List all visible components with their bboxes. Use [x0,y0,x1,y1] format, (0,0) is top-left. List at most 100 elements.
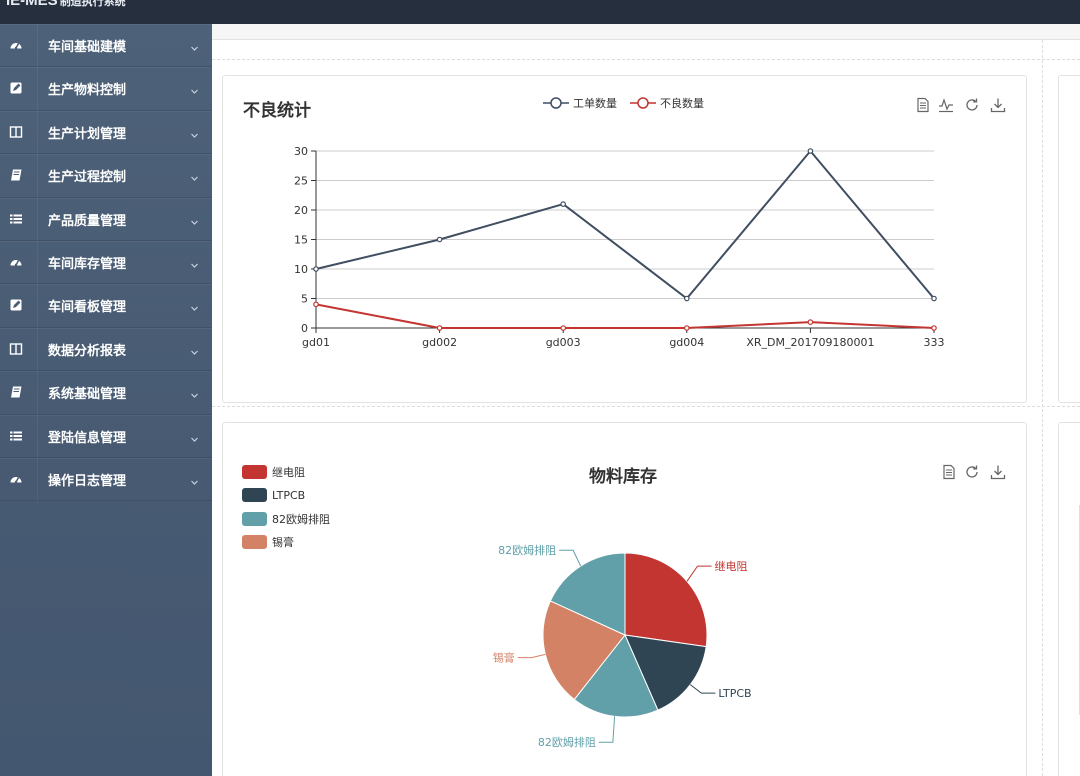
legend-swatch [242,464,267,479]
dashboard-icon [9,255,23,269]
chart-legend: 工单数量 不良数量 [543,96,704,110]
pie-slice[interactable] [624,552,708,648]
legend-marker [637,97,649,109]
book-icon [9,385,23,399]
data-point[interactable] [313,301,319,308]
divider [212,406,1080,407]
divider [1042,40,1043,776]
data-view-icon[interactable] [941,464,957,480]
chevron-down-icon[interactable] [190,81,199,95]
sidebar-item-3[interactable]: 生产计划管理 [0,111,212,155]
chevron-down-icon[interactable] [190,342,199,355]
legend-item[interactable]: 锡膏 [242,531,330,555]
sidebar-item-2[interactable]: 生产物料控制 [0,67,212,111]
line-chart: 工单数量 不良数量 0 5 10 15 20 25 30 gd01 gd002 gd003 gd004 X… [294,96,945,349]
pie-label: 82欧姆排阻 [498,543,556,557]
legend-label: 工单数量 [573,97,617,110]
data-point[interactable] [807,319,814,325]
sidebar-item-8[interactable]: 数据分析报表 [0,328,212,372]
chevron-down-icon[interactable] [190,255,199,268]
chevron-down-icon[interactable] [190,429,199,442]
x-tick-label: XR_DM_201709180001 [746,336,874,349]
list-icon [9,429,23,443]
sidebar-item-9[interactable]: 系统基础管理 [0,371,212,415]
sidebar-menu: 车间基础建模 生产物料控制 生产计划管理 生产过程控制 产品质量管理车间库存管理车间看板… [0,24,212,502]
sidebar-item-label: 车间基础建模 [48,40,127,55]
pie-slice[interactable] [542,600,626,701]
legend-label: 锡膏 [272,536,294,550]
pie-legend: 继电阻 LTPCB 82欧姆排阻锡膏 [242,460,330,554]
download-icon[interactable] [990,97,1006,113]
sidebar-item-11[interactable]: 操作日志管理 [0,458,212,502]
x-tick-label: gd002 [422,336,457,349]
pie-label-line [517,653,546,659]
legend-item[interactable]: 82欧姆排阻 [242,507,330,531]
y-tick-label: 20 [294,204,308,217]
data-point[interactable] [683,295,690,302]
sidebar-item-label: 车间看板管理 [48,300,127,316]
partial-card-right-bottom [1058,422,1080,776]
data-point[interactable] [931,295,937,302]
sidebar-item-label: 登陆信息管理 [48,430,127,446]
book-icon [9,168,23,182]
dashboard-icon [9,38,23,52]
legend-label: 继电阻 [272,465,305,479]
series-line [315,303,935,329]
sidebar-item-label: 生产物料控制 [48,83,127,99]
x-tick-label: gd01 [302,336,330,349]
legend-item[interactable]: LTPCB [242,484,330,508]
x-tick-label: gd003 [546,336,581,349]
legend-item[interactable]: 工单数量 [543,97,617,110]
chevron-down-icon[interactable] [190,212,199,225]
sidebar-item-label: 产品质量管理 [48,213,127,229]
pie-slice[interactable] [549,552,626,636]
chevron-down-icon[interactable] [190,472,199,485]
data-point[interactable] [560,325,567,331]
data-view-icon[interactable] [915,97,931,113]
data-point[interactable] [313,266,319,272]
app-brand[interactable]: IE-MES 制造执行系统 [6,0,126,9]
sidebar-item-10[interactable]: 登陆信息管理 [0,415,212,458]
pie-label-line [559,549,582,567]
data-point[interactable] [807,148,814,154]
sidebar-item-label: 生产过程控制 [48,170,127,186]
sidebar-item-4[interactable]: 生产过程控制 [0,154,212,198]
chevron-down-icon[interactable] [190,168,199,182]
sidebar-item-label: 操作日志管理 [48,473,127,489]
restore-icon[interactable] [964,97,980,113]
edit-icon [9,298,23,312]
y-tick-label: 15 [294,234,308,247]
pie-label: 继电阻 [715,560,748,573]
chevron-down-icon[interactable] [190,385,199,398]
top-bar: IE-MES 制造执行系统 [0,0,1080,24]
data-point[interactable] [683,325,690,331]
data-point[interactable] [436,236,443,243]
legend-swatch [242,535,267,550]
y-tick-label: 30 [294,145,308,158]
data-point[interactable] [560,201,567,207]
sidebar-item-1[interactable]: 车间基础建模 [0,24,212,68]
chevron-down-icon[interactable] [190,298,199,312]
content-header-strip [212,24,1080,40]
data-point[interactable] [931,325,937,331]
sidebar-item-6[interactable]: 车间库存管理 [0,241,212,285]
sidebar-icon-column [0,24,38,502]
pie-slice[interactable] [624,634,707,711]
list-icon [9,212,23,226]
pie-label: 锡膏 [493,651,515,665]
sidebar-item-label: 生产计划管理 [48,126,127,142]
sidebar-item-5[interactable]: 产品质量管理 [0,198,212,241]
download-icon[interactable] [990,464,1006,480]
pie-label-line [598,716,616,743]
columns-icon [9,125,23,139]
legend-item[interactable]: 继电阻 [242,460,330,484]
restore-icon[interactable] [964,464,980,480]
chevron-down-icon[interactable] [190,125,199,138]
pie-slice[interactable] [573,634,659,718]
chevron-down-icon[interactable] [190,38,199,51]
brand-name: IE-MES [6,0,58,9]
legend-item[interactable]: 不良数量 [630,96,704,110]
sidebar-item-7[interactable]: 车间看板管理 [0,284,212,328]
data-point[interactable] [436,325,443,331]
line-toggle-icon[interactable] [938,97,954,113]
